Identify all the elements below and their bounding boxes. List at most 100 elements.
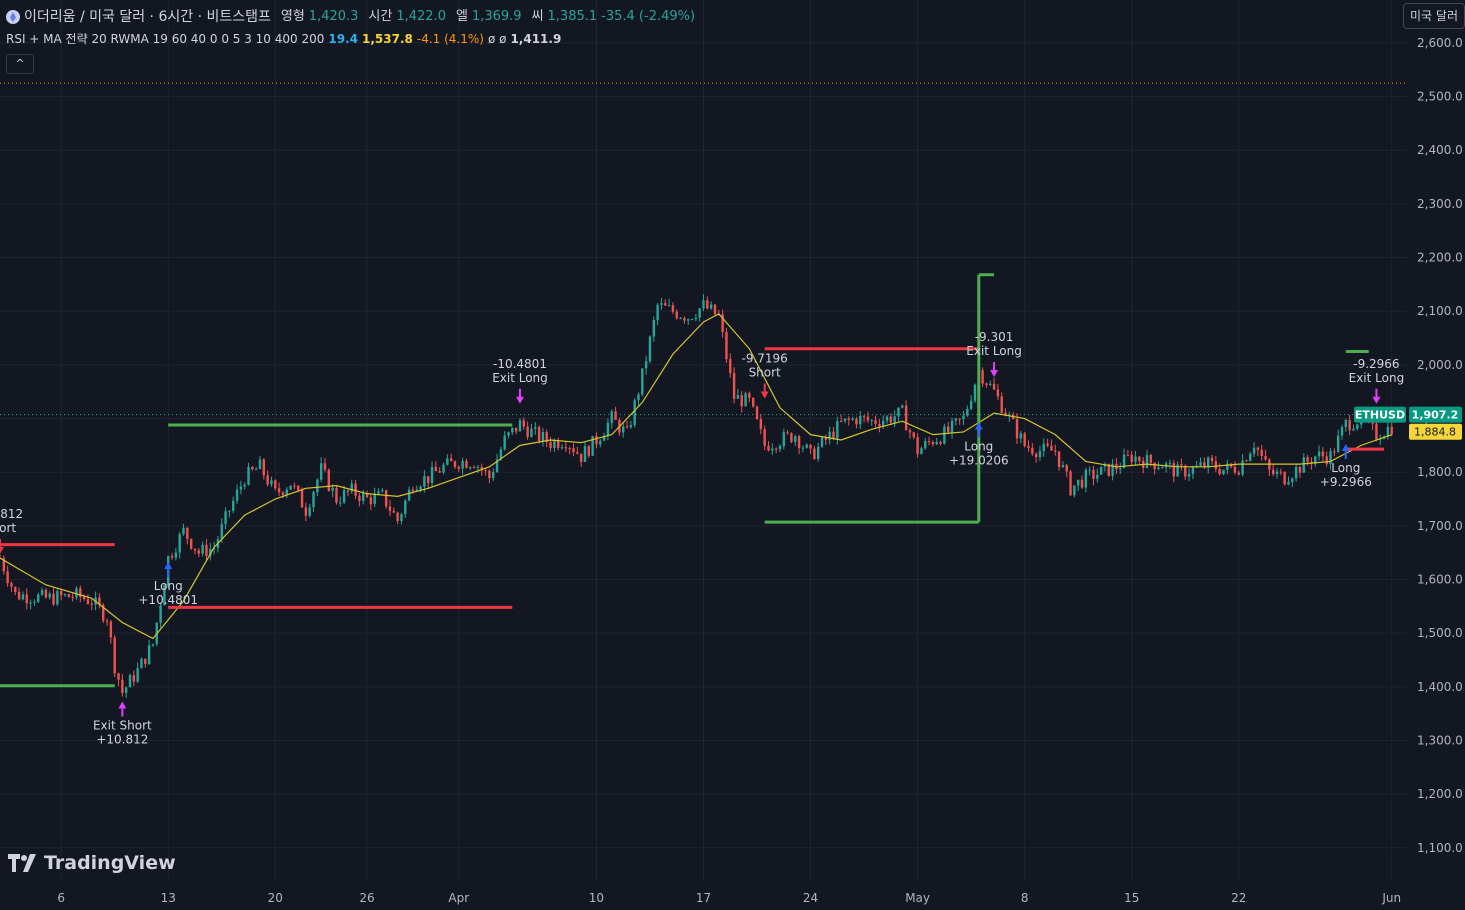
candle-body — [1233, 466, 1237, 473]
candle-body — [354, 483, 357, 496]
candle-body — [52, 593, 55, 605]
candle-body — [434, 466, 438, 472]
candle-body — [889, 416, 893, 423]
trade-label: Short — [749, 365, 781, 379]
candle-body — [17, 592, 21, 600]
candle-body — [289, 485, 292, 490]
candle-body — [1122, 454, 1126, 468]
candle-body — [916, 437, 919, 455]
arrow-down-icon — [0, 539, 4, 555]
trade-label: -10.812 — [0, 507, 23, 521]
candle-body — [828, 431, 831, 440]
symbol-title[interactable]: 이더리움 / 미국 달러 · 6시간 · 비트스탬프 — [24, 9, 271, 25]
candle-body — [694, 317, 698, 320]
candle-body — [1084, 469, 1088, 488]
trade-label: +9.2966 — [1320, 475, 1372, 489]
candle-body — [1348, 419, 1351, 431]
candle-body — [29, 602, 32, 604]
candle-body — [939, 441, 942, 444]
candle-body — [698, 308, 701, 318]
candle-body — [989, 383, 992, 386]
candle-body — [656, 304, 659, 321]
candle-body — [1260, 449, 1263, 456]
candle-body — [1191, 467, 1195, 475]
candle-body — [1325, 456, 1328, 464]
indicator-row[interactable]: RSI + MA 전략 20 RWMA 19 60 40 0 0 5 3 10 … — [6, 28, 695, 50]
candle-body — [1252, 447, 1256, 454]
trade-label: Long — [1331, 461, 1360, 475]
candle-body — [1333, 451, 1336, 453]
candle-body — [690, 319, 694, 321]
candle-body — [2, 558, 6, 572]
candle-body — [308, 507, 311, 516]
candle-body — [568, 447, 571, 449]
candle-body — [293, 485, 296, 487]
candle-body — [201, 544, 204, 554]
x-tick-label: 26 — [359, 891, 374, 905]
candle-body — [1008, 414, 1011, 416]
trade-label: +10.812 — [96, 733, 148, 747]
candle-body — [1379, 438, 1382, 440]
candle-body — [927, 441, 931, 443]
candle-body — [839, 421, 843, 423]
candle-body — [606, 422, 610, 436]
candle-body — [254, 469, 258, 471]
trade-label: -9.2966 — [1353, 357, 1399, 371]
symbol-price-tag — [1354, 406, 1406, 423]
candle-body — [1218, 468, 1221, 475]
candle-body — [274, 480, 277, 489]
x-tick-label: 13 — [161, 891, 176, 905]
candle-body — [610, 411, 613, 423]
candle-body — [557, 440, 560, 448]
candle-body — [1065, 465, 1068, 472]
candle-body — [319, 463, 323, 480]
candle-body — [1241, 460, 1244, 475]
candle-body — [1298, 466, 1302, 473]
trade-label: -10.4801 — [493, 357, 547, 371]
candle-body — [931, 441, 935, 445]
trade-marker-long: Long+9.2966 — [1320, 444, 1372, 489]
moving-average-line — [0, 313, 1392, 640]
y-tick-label: 1,500.0 — [1417, 626, 1463, 640]
candle-body — [1161, 467, 1164, 469]
candle-body — [675, 311, 678, 319]
candle-body — [1214, 461, 1218, 469]
candle-body — [488, 470, 491, 479]
candle-body — [281, 492, 285, 495]
candle-body — [526, 426, 529, 438]
candle-body — [14, 586, 17, 593]
candle-body — [339, 502, 342, 504]
candle-body — [748, 393, 751, 398]
candle-body — [1061, 465, 1065, 467]
candle-body — [465, 460, 468, 469]
trade-label: Exit Long — [492, 371, 548, 385]
candle-body — [407, 489, 411, 501]
arrow-up-icon — [974, 422, 983, 438]
candle-body — [817, 446, 820, 460]
candle-body — [365, 493, 369, 498]
candle-body — [105, 620, 109, 622]
candle-body — [442, 464, 445, 473]
candle-body — [725, 332, 728, 360]
indicator-label[interactable]: RSI + MA 전략 20 RWMA 19 60 40 0 0 5 3 10 … — [6, 32, 325, 46]
candle-body — [1130, 454, 1133, 462]
candle-body — [297, 485, 300, 490]
currency-button[interactable]: 미국 달러 — [1403, 3, 1465, 29]
candle-body — [679, 318, 682, 320]
tradingview-logo: TradingView — [8, 852, 176, 874]
trade-label: Long — [964, 440, 993, 454]
candle-body — [1153, 462, 1156, 470]
tradingview-logo-text: TradingView — [44, 852, 176, 874]
candle-body — [652, 320, 655, 337]
candle-body — [671, 305, 675, 312]
candle-body — [499, 449, 503, 460]
candle-body — [629, 425, 633, 428]
arrow-down-icon — [760, 383, 769, 399]
candle-body — [323, 463, 327, 470]
candle-body — [1386, 426, 1390, 437]
collapse-legend-button[interactable]: ^ — [6, 54, 34, 74]
candle-body — [304, 507, 308, 516]
